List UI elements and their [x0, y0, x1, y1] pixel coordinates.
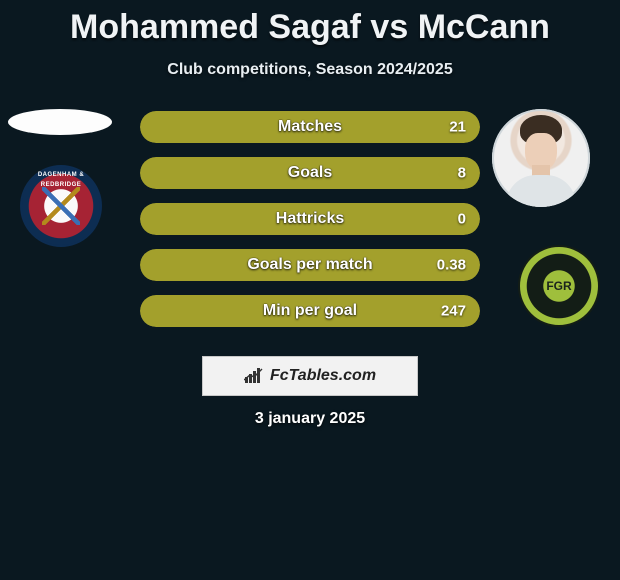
stat-bars: Matches 21 Goals 8 Hattricks 0 Goals per match… — [140, 111, 480, 341]
stat-bar: Hattricks 0 — [140, 203, 480, 235]
subtitle: Club competitions, Season 2024/2025 — [0, 61, 620, 79]
stat-value-right: 0 — [458, 211, 466, 228]
stat-bar: Goals per match 0.38 — [140, 249, 480, 281]
club-crest-left — [20, 165, 102, 247]
chart-icon — [244, 368, 264, 384]
stat-bar: Min per goal 247 — [140, 295, 480, 327]
date-text: 3 january 2025 — [0, 410, 620, 428]
stat-bar: Goals 8 — [140, 157, 480, 189]
stat-value-right: 0.38 — [437, 257, 466, 274]
comparison-panel: Matches 21 Goals 8 Hattricks 0 Goals per match… — [0, 109, 620, 349]
stat-label: Min per goal — [263, 302, 357, 320]
stat-value-right: 247 — [441, 303, 466, 320]
stat-label: Hattricks — [276, 210, 344, 228]
watermark: FcTables.com — [202, 356, 418, 396]
watermark-text: FcTables.com — [270, 367, 376, 385]
stat-value-right: 21 — [449, 119, 466, 136]
player-left-avatar — [8, 109, 112, 135]
stat-bar: Matches 21 — [140, 111, 480, 143]
stat-label: Matches — [278, 118, 342, 136]
page-title: Mohammed Sagaf vs McCann — [0, 0, 620, 47]
player-right-avatar — [492, 109, 590, 207]
stat-label: Goals per match — [247, 256, 372, 274]
stat-value-right: 8 — [458, 165, 466, 182]
stat-label: Goals — [288, 164, 332, 182]
club-crest-right — [518, 245, 600, 327]
